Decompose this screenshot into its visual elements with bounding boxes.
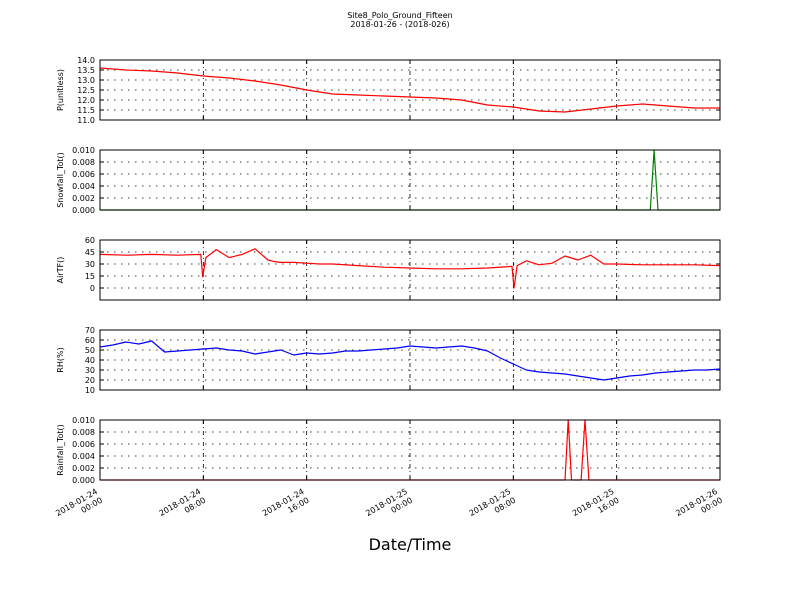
y-tick-label: 0.000 bbox=[72, 206, 95, 215]
y-tick-label: 0.002 bbox=[72, 464, 95, 473]
y-tick-label: 60 bbox=[85, 336, 95, 345]
panel-frame bbox=[99, 239, 721, 301]
panel-frame bbox=[99, 419, 721, 481]
y-tick-label: 60 bbox=[85, 236, 95, 245]
y-tick-label: 0.000 bbox=[72, 476, 95, 485]
x-tick-label: 2018-01-2408:00 bbox=[158, 487, 208, 527]
chart-subtitle: 2018-01-26 - (2018-026) bbox=[350, 20, 450, 29]
panel-frame bbox=[99, 149, 721, 211]
y-tick-label: 40 bbox=[85, 356, 95, 365]
y-tick-label: 0.004 bbox=[72, 182, 95, 191]
x-tick-label: 2018-01-2516:00 bbox=[571, 487, 621, 527]
y-tick-label: 0.004 bbox=[72, 452, 95, 461]
y-tick-label: 12.5 bbox=[77, 86, 95, 95]
x-tick-label: 2018-01-2416:00 bbox=[261, 487, 311, 527]
y-tick-label: 0 bbox=[90, 284, 95, 293]
series-line-1 bbox=[99, 67, 720, 113]
y-tick-label: 11.5 bbox=[77, 106, 95, 115]
x-tick-label: 2018-01-2600:00 bbox=[674, 487, 724, 527]
x-axis-label: Date/Time bbox=[369, 535, 452, 554]
x-tick-label: 2018-01-2508:00 bbox=[468, 487, 518, 527]
chart-title: Site8_Polo_Ground_Fifteen bbox=[347, 11, 453, 20]
y-tick-label: 13.0 bbox=[77, 76, 95, 85]
y-tick-label: 30 bbox=[85, 260, 95, 269]
y-axis-label: AirTF() bbox=[56, 257, 65, 284]
y-tick-label: 0.010 bbox=[72, 146, 95, 155]
y-tick-label: 20 bbox=[85, 376, 95, 385]
y-tick-label: 14.0 bbox=[77, 56, 95, 65]
series-line-4 bbox=[99, 340, 721, 381]
y-axis-label: RH(%) bbox=[56, 347, 65, 372]
y-tick-label: 30 bbox=[85, 366, 95, 375]
y-axis-label: Snowfall_Tot() bbox=[56, 152, 65, 208]
y-tick-label: 11.0 bbox=[77, 116, 95, 125]
y-tick-label: 15 bbox=[85, 272, 95, 281]
panel-frame bbox=[99, 59, 721, 121]
series-line-3 bbox=[99, 248, 721, 289]
y-axis-label: P(unitless) bbox=[56, 69, 65, 111]
y-tick-label: 0.002 bbox=[72, 194, 95, 203]
panel-frame bbox=[99, 329, 721, 391]
y-tick-label: 0.006 bbox=[72, 440, 95, 449]
y-tick-label: 0.010 bbox=[72, 416, 95, 425]
y-tick-label: 0.008 bbox=[72, 158, 95, 167]
y-tick-label: 0.006 bbox=[72, 170, 95, 179]
y-tick-label: 12.0 bbox=[77, 96, 95, 105]
y-tick-label: 0.008 bbox=[72, 428, 95, 437]
y-tick-label: 13.5 bbox=[77, 66, 95, 75]
y-tick-label: 45 bbox=[85, 248, 95, 257]
y-tick-label: 70 bbox=[85, 326, 95, 335]
y-axis-label: Rainfall_Tot() bbox=[56, 424, 65, 476]
y-tick-label: 10 bbox=[85, 386, 95, 395]
y-tick-label: 50 bbox=[85, 346, 95, 355]
x-tick-label: 2018-01-2500:00 bbox=[364, 487, 414, 527]
x-tick-label: 2018-01-2400:00 bbox=[54, 487, 104, 527]
